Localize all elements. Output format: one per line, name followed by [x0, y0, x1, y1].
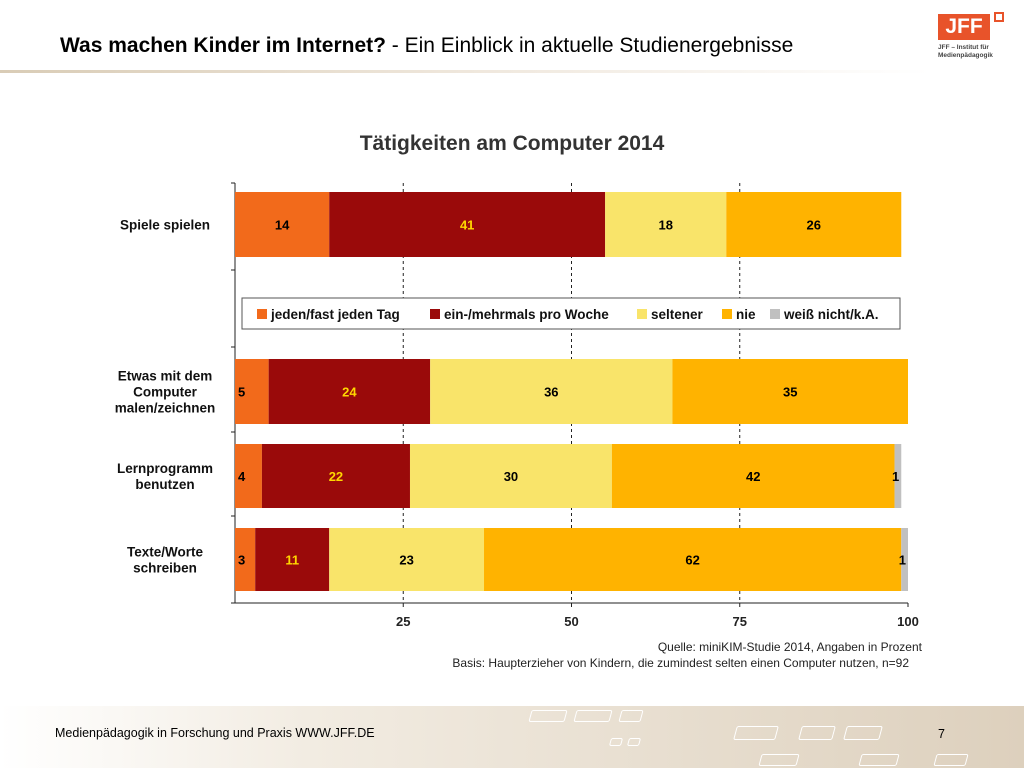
data-label: 24	[342, 385, 357, 400]
data-label: 41	[460, 218, 474, 233]
footer-decoration	[933, 754, 969, 766]
bar-segment	[329, 528, 485, 591]
legend-swatch	[637, 309, 647, 319]
category-label: Computer	[133, 385, 197, 400]
data-label: 11	[285, 553, 299, 568]
chart-title: Tätigkeiten am Computer 2014	[360, 132, 665, 155]
bar-segment	[235, 192, 330, 257]
legend-swatch	[770, 309, 780, 319]
category-label: Texte/Worte	[127, 545, 204, 560]
category-label: benutzen	[135, 477, 194, 492]
x-tick-label: 25	[396, 614, 410, 629]
header-divider	[0, 70, 930, 73]
bar-segment	[901, 528, 908, 591]
legend-swatch	[722, 309, 732, 319]
bar-segment	[894, 444, 902, 508]
legend-label: weiß nicht/k.A.	[783, 307, 879, 322]
footer-decoration	[798, 726, 836, 740]
bar-segment	[605, 192, 727, 257]
logo-subtitle: JFF – Institut für Medienpädagogik	[938, 44, 993, 59]
jff-logo: JFF JFF – Institut für Medienpädagogik	[938, 12, 1008, 68]
bar-segment	[409, 444, 612, 508]
slide-title: Was machen Kinder im Internet? - Ein Ein…	[60, 34, 793, 58]
legend-label: nie	[736, 307, 756, 322]
bar-segment	[672, 359, 908, 424]
logo-text: JFF	[938, 14, 990, 40]
data-label: 3	[238, 553, 245, 568]
bar-segment	[484, 528, 902, 591]
legend-swatch	[430, 309, 440, 319]
footer-decoration	[733, 726, 779, 740]
slide-title-bold: Was machen Kinder im Internet?	[60, 34, 386, 57]
logo-square-icon	[994, 12, 1004, 22]
chart-basis: Basis: Haupterzieher von Kindern, die zu…	[452, 656, 909, 670]
bar-segment	[235, 444, 262, 508]
data-label: 14	[275, 218, 290, 233]
legend-label: ein-/mehrmals pro Woche	[444, 307, 609, 322]
data-label: 1	[892, 469, 899, 484]
footer-decoration	[608, 738, 624, 746]
footer-decoration	[758, 754, 800, 766]
x-tick-label: 100	[897, 614, 919, 629]
x-tick-label: 75	[733, 614, 747, 629]
footer-decoration	[618, 710, 644, 722]
data-label: 62	[685, 553, 699, 568]
chart-source: Quelle: miniKIM-Studie 2014, Angaben in …	[658, 640, 923, 654]
footer-decoration	[573, 710, 613, 722]
bar-segment	[329, 192, 606, 257]
data-label: 5	[238, 385, 245, 400]
data-label: 30	[504, 469, 518, 484]
bar-segment	[430, 359, 673, 424]
data-label: 22	[329, 469, 343, 484]
data-label: 36	[544, 385, 558, 400]
bar-segment	[235, 528, 256, 591]
footer-text: Medienpädagogik in Forschung und Praxis …	[55, 726, 375, 740]
category-label: malen/zeichnen	[115, 401, 216, 416]
slide-title-rest: - Ein Einblick in aktuelle Studienergebn…	[385, 34, 794, 57]
category-label: schreiben	[133, 561, 197, 576]
data-label: 35	[783, 385, 797, 400]
data-label: 23	[399, 553, 413, 568]
bar-segment	[235, 359, 269, 424]
data-label: 4	[238, 469, 246, 484]
footer-band	[0, 706, 1024, 768]
legend-label: jeden/fast jeden Tag	[270, 307, 400, 322]
data-label: 1	[899, 553, 906, 568]
legend-box	[241, 297, 901, 330]
data-label: 18	[658, 218, 672, 233]
page-number: 7	[938, 727, 945, 741]
bar-segment	[611, 444, 895, 508]
legend-swatch	[257, 309, 267, 319]
bar-segment	[726, 192, 902, 257]
category-label: Spiele spielen	[120, 218, 210, 233]
footer-decoration	[528, 710, 568, 722]
x-tick-label: 50	[564, 614, 578, 629]
bar-segment	[268, 359, 431, 424]
category-label: Lernprogramm	[117, 461, 213, 476]
footer-decoration	[858, 754, 900, 766]
data-label: 42	[746, 469, 760, 484]
category-label: Etwas mit dem	[118, 369, 213, 384]
legend-label: seltener	[651, 307, 704, 322]
footer-decoration	[843, 726, 883, 740]
footer-decoration	[626, 738, 642, 746]
bar-segment	[255, 528, 330, 591]
data-label: 26	[807, 218, 821, 233]
bar-segment	[261, 444, 410, 508]
